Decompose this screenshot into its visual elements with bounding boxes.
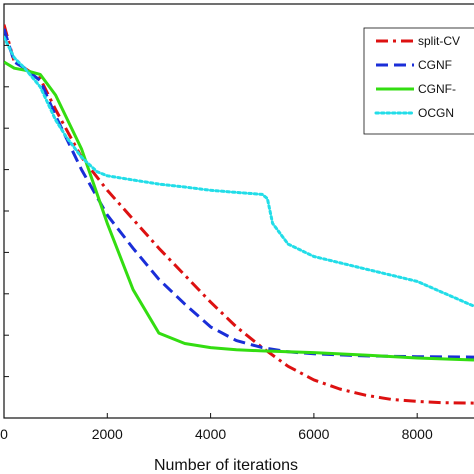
- x-axis-ticks: 0 2000 4000 6000 8000: [0, 413, 433, 442]
- series-line-4: [4, 35, 474, 308]
- x-tick-label: 8000: [402, 426, 433, 442]
- legend: split-CV CGNF CGNF- OCGN: [363, 27, 474, 135]
- legend-label: OCGN: [418, 106, 454, 120]
- y-axis-ticks: [4, 44, 9, 378]
- legend-entries: split-CV CGNF CGNF- OCGN: [374, 34, 460, 120]
- x-tick-label: 2000: [92, 426, 123, 442]
- x-axis-title: Number of iterations: [154, 457, 298, 474]
- legend-label: split-CV: [418, 34, 460, 48]
- legend-box: [363, 27, 474, 135]
- plot-area: [3, 3, 474, 419]
- legend-label: CGNF-: [418, 82, 456, 96]
- legend-label: CGNF: [418, 58, 452, 72]
- x-tick-label: 0: [0, 426, 8, 442]
- series-line-3: [4, 60, 474, 362]
- x-tick-label: 6000: [298, 426, 329, 442]
- series-layer: [4, 24, 474, 405]
- x-tick-label: 4000: [195, 426, 226, 442]
